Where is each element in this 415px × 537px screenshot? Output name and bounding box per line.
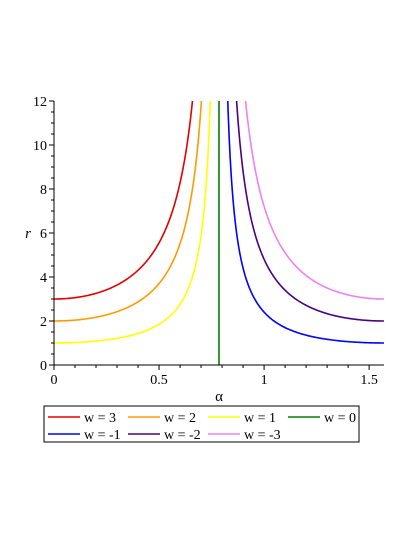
legend-label-4: w = -1 — [84, 428, 121, 443]
axes: 0 0.5 1 1.5 0 2 4 6 8 10 12 α r — [25, 95, 384, 405]
y-tick-label: 12 — [33, 95, 47, 110]
legend-box — [43, 405, 360, 443]
legend-label-6: w = -3 — [244, 428, 281, 443]
y-tick-label: 0 — [40, 359, 47, 374]
series-line-2 — [54, 101, 212, 344]
y-tick-label: 8 — [40, 183, 47, 198]
legend-label-3: w = 0 — [324, 411, 356, 426]
y-tick-label: 4 — [40, 271, 47, 286]
x-tick-label: 1 — [261, 373, 268, 388]
y-tick-label: 10 — [33, 139, 47, 154]
legend-label-1: w = 2 — [164, 411, 196, 426]
series-line-1 — [54, 101, 203, 322]
y-tick-label: 6 — [40, 227, 47, 242]
y-axis-label: r — [25, 226, 31, 242]
x-tick-label: 0 — [51, 373, 58, 388]
legend-label-2: w = 1 — [244, 411, 276, 426]
x-tick-label: 0.5 — [150, 373, 168, 388]
series-line-4 — [226, 101, 384, 344]
legend: w = 3 w = 2 w = 1 w = 0 w = -1 w = -2 w = -3 — [43, 405, 360, 443]
series-line-0 — [54, 101, 194, 300]
legend-label-0: w = 3 — [84, 411, 116, 426]
y-tick-label: 2 — [40, 315, 47, 330]
series-line-5 — [235, 101, 384, 322]
series-line-6 — [244, 101, 384, 300]
x-axis-label: α — [215, 389, 223, 405]
x-tick-label: 1.5 — [360, 373, 378, 388]
plot-area — [54, 101, 384, 365]
legend-label-5: w = -2 — [164, 428, 201, 443]
